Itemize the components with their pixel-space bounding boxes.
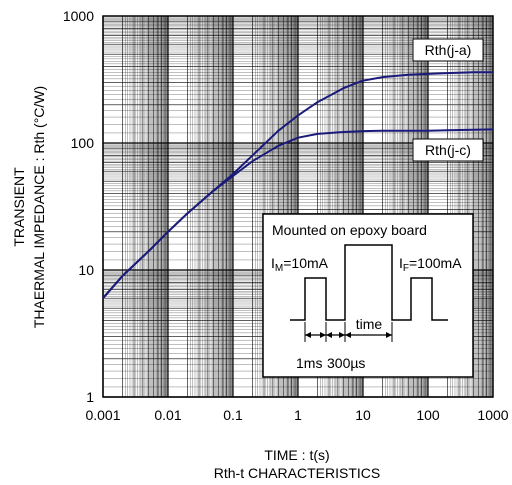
y-tick-labels: 1 10 100 1000 — [63, 8, 94, 405]
x-tick-label: 1000 — [477, 407, 508, 423]
dim-arrowhead — [326, 332, 332, 338]
time-label: time — [356, 316, 383, 332]
label-rth-ja: Rth(j-a) — [412, 38, 484, 62]
label-rth-jc: Rth(j-c) — [412, 138, 484, 162]
us-label: 300µs — [327, 355, 365, 371]
chart-title: Rth-t CHARACTERISTICS — [214, 465, 380, 481]
inset-heading: Mounted on epoxy board — [272, 222, 427, 238]
dim-arrowhead — [339, 332, 345, 338]
label-rth-ja-text: Rth(j-a) — [425, 42, 472, 58]
y-axis-title-line1: TRANSIENT — [11, 167, 27, 247]
dim-arrowhead — [320, 332, 326, 338]
series-lines — [102, 71, 494, 299]
label-rth-jc-text: Rth(j-c) — [425, 142, 471, 158]
ms-label: 1ms — [296, 355, 322, 371]
im-label: IM=10mA — [271, 255, 329, 274]
test-condition-inset: Mounted on epoxy board IM=10mA IF=100mA … — [262, 213, 474, 378]
y-tick-label: 1000 — [63, 8, 94, 24]
x-tick-label: 0.001 — [85, 407, 120, 423]
series-line-rth-jc — [102, 128, 494, 299]
pulse-waveform — [290, 244, 448, 321]
x-axis-title: TIME : t(s) — [264, 447, 329, 463]
y-tick-label: 100 — [71, 135, 95, 151]
x-tick-label: 0.1 — [223, 407, 243, 423]
x-tick-label: 100 — [416, 407, 440, 423]
dim-arrowhead — [345, 332, 351, 338]
x-tick-label: 10 — [355, 407, 371, 423]
y-axis-title-line2: THAERMAL IMPEDANCE : Rth (°C/W) — [31, 86, 47, 328]
if-label: IF=100mA — [399, 255, 462, 274]
x-tick-labels: 0.001 0.01 0.1 1 10 100 1000 — [85, 407, 508, 423]
x-tick-label: 0.01 — [154, 407, 181, 423]
dim-arrowhead — [305, 332, 311, 338]
dim-arrowhead — [386, 332, 392, 338]
y-tick-label: 1 — [86, 389, 94, 405]
plot-frame — [102, 15, 494, 398]
x-tick-label: 1 — [294, 407, 302, 423]
y-tick-label: 10 — [78, 262, 94, 278]
